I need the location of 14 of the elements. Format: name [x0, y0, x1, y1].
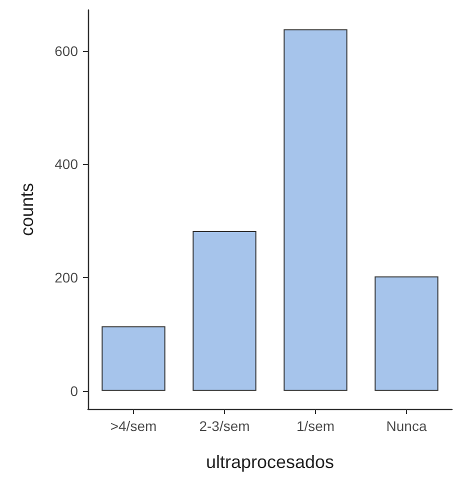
x-tick-label: 1/sem [296, 418, 335, 434]
x-tick-label: Nunca [386, 418, 427, 434]
bar [284, 29, 348, 391]
x-axis-title: ultraprocesados [206, 452, 334, 472]
y-tick-label: 400 [54, 156, 78, 172]
y-tick-label: 600 [54, 42, 78, 59]
x-tick-label: 2-3/sem [199, 418, 250, 434]
bar [102, 326, 166, 391]
bar [374, 276, 438, 391]
y-tick-label: 0 [70, 382, 78, 399]
bar [192, 231, 256, 391]
y-axis-title: counts [17, 182, 37, 236]
y-tick-label: 200 [54, 270, 78, 286]
x-tick-label: >4/sem [110, 418, 157, 434]
